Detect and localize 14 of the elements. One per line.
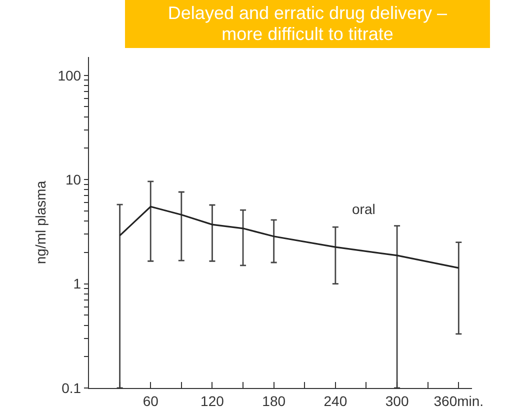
y-tick-label: 1 (73, 276, 82, 292)
y-tick-label: 0.1 (62, 380, 82, 396)
y-tick-label: 100 (58, 67, 82, 84)
x-tick-label: 240 (324, 392, 348, 409)
x-tick-label: 180 (262, 392, 286, 409)
y-tick-label: 10 (65, 171, 82, 188)
x-tick-label: 360min. (434, 392, 484, 409)
text: oral (352, 201, 376, 217)
x-tick-label: 120 (200, 392, 224, 409)
x-tick-label: 300 (385, 392, 409, 409)
y-axis-title: ng/ml plasma (32, 180, 48, 264)
line-series (119, 206, 460, 269)
x-tick-label: 60 (142, 392, 159, 409)
chart-title: Delayed and erratic drug delivery – more difficult to titrate (125, 0, 490, 48)
